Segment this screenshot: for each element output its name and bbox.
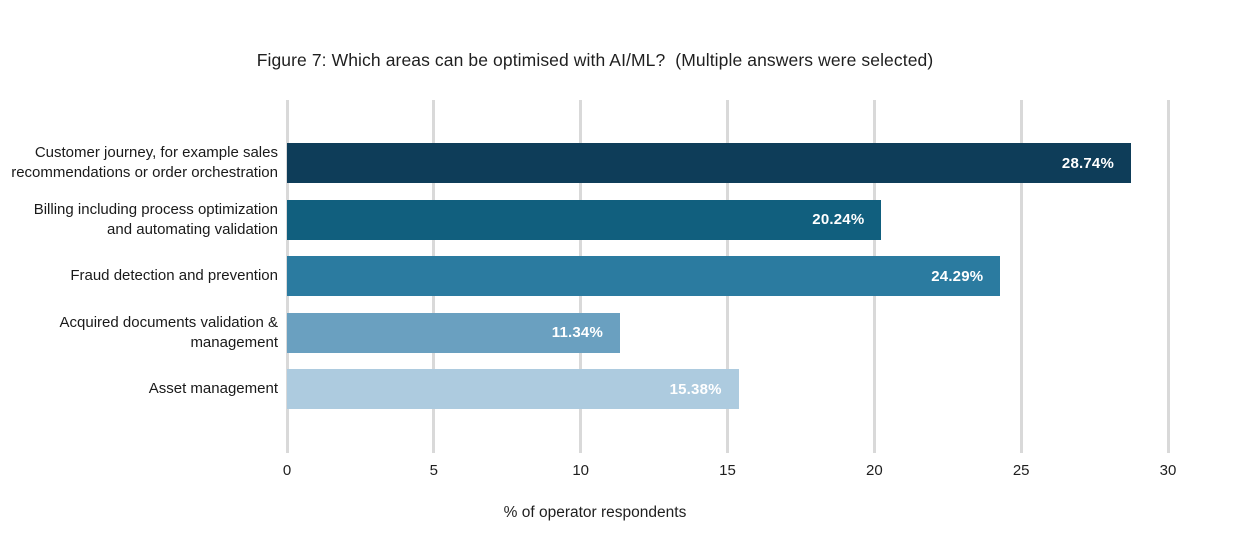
category-label: Acquired documents validation & manageme… <box>59 313 278 351</box>
x-axis-ticks: 0 5 10 15 20 25 30 <box>283 453 1177 485</box>
bar-value-label: 11.34% <box>551 324 604 341</box>
bar-row: Customer journey, for example sales reco… <box>11 143 1168 183</box>
gridline <box>1019 100 1023 453</box>
bar-value-label: 20.24% <box>812 211 865 228</box>
x-tick-label: 25 <box>1012 462 1030 479</box>
bar: 15.38% <box>287 369 739 409</box>
category-label: Billing including process optimization a… <box>33 200 278 238</box>
x-tick-label: 5 <box>429 462 438 479</box>
bar-row: Fraud detection and prevention 24.29% <box>70 256 1168 296</box>
bar-row: Asset management 15.38% <box>149 369 1168 409</box>
x-tick-label: 30 <box>1159 462 1177 479</box>
x-tick-label: 20 <box>865 462 883 479</box>
bar-row: Billing including process optimization a… <box>34 199 1168 240</box>
bar-row: Acquired documents validation & manageme… <box>60 312 1168 353</box>
x-tick-label: 0 <box>282 462 292 479</box>
category-label: Customer journey, for example sales reco… <box>11 144 278 181</box>
gridline <box>1166 100 1170 453</box>
figure-7-bar-chart: Figure 7: Which areas can be optimised w… <box>11 50 1177 521</box>
bar-value-label: 15.38% <box>669 380 722 398</box>
x-axis-title: % of operator respondents <box>503 504 687 521</box>
bars-layer: Customer journey, for example sales reco… <box>11 100 1168 453</box>
plot-area: Customer journey, for example sales reco… <box>11 100 1170 453</box>
x-tick-label: 10 <box>572 462 589 479</box>
category-label: Asset management <box>148 380 278 397</box>
chart-title: Figure 7: Which areas can be optimised w… <box>256 50 934 70</box>
bar: 11.34% <box>287 312 621 353</box>
category-label: Fraud detection and prevention <box>70 267 278 284</box>
bar-value-label: 28.74% <box>1061 154 1114 172</box>
bar: 24.29% <box>287 256 1001 296</box>
bar: 20.24% <box>287 199 882 240</box>
bar-value-label: 24.29% <box>931 267 984 285</box>
x-tick-label: 15 <box>719 462 736 479</box>
bar: 28.74% <box>287 143 1131 183</box>
